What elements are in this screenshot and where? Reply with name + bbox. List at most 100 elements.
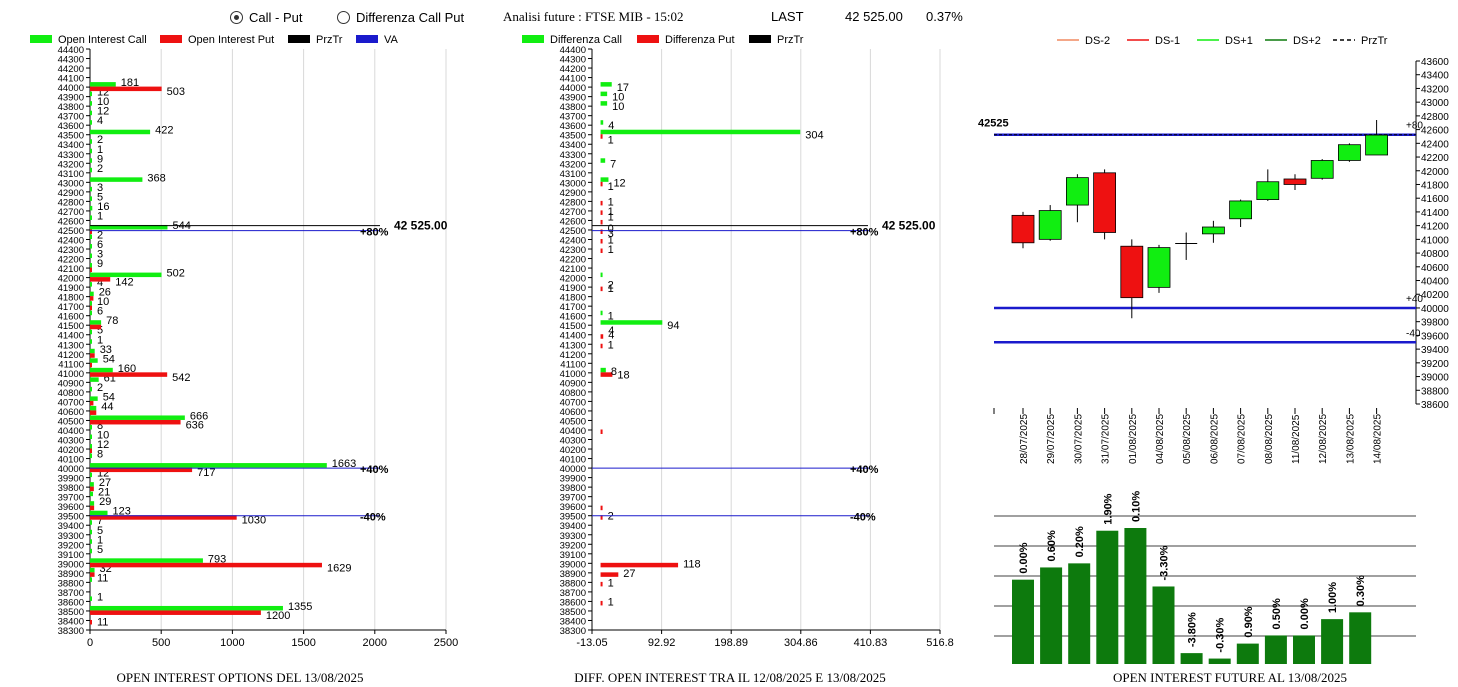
call-bar-label: 10 [97, 96, 109, 108]
y-tick-label: 42800 [560, 197, 586, 208]
radio-selected-icon[interactable] [230, 11, 243, 24]
x-tick-label: 1500 [291, 637, 315, 649]
y-tick-label: 43800 [560, 102, 586, 113]
put-bar-label: 11 [97, 616, 108, 628]
diff-bar-label: 1 [608, 577, 614, 589]
y-tick-label: 39000 [58, 559, 84, 570]
y-tick-label: 39500 [58, 512, 84, 523]
x-tick-label: 01/08/2025 [1128, 414, 1139, 464]
legend-label: DS+1 [1225, 35, 1253, 47]
legend-label: DS+2 [1293, 35, 1321, 47]
put-bar-label: 503 [167, 86, 185, 98]
x-tick-label: 28/07/2025 [1019, 414, 1030, 464]
va-label: +80% [850, 227, 879, 239]
call-bar [600, 129, 801, 135]
oi-future-bar-label: 0.60% [1046, 530, 1058, 561]
oi-future-bar-label: 0.30% [1355, 575, 1367, 606]
x-tick-label: 13/08/2025 [1345, 414, 1356, 464]
y-tick-label: 43200 [560, 159, 586, 170]
call-bar-label: 44 [101, 401, 113, 413]
y-tick-label: 40800 [58, 388, 84, 399]
price-label: 42 525.00 [882, 219, 936, 233]
y-tick-label: 42200 [58, 255, 84, 266]
va-label: -40% [850, 512, 876, 524]
y-tick-label: 44100 [58, 74, 84, 85]
oi-future-panel: 0.00% 0.60% 0.20% 1.90% 0.10% -3.30% -3.80% -0.… [994, 491, 1416, 664]
oi-future-bar-label: 1.00% [1327, 582, 1339, 613]
call-bar [600, 101, 608, 106]
y-tick-label: 40400 [560, 426, 586, 437]
call-bar [90, 253, 92, 259]
radio-call-put[interactable]: Call - Put [230, 10, 302, 25]
call-bar [90, 120, 92, 125]
oi-future-bar [1264, 635, 1287, 664]
x-tick-label: 14/08/2025 [1373, 414, 1384, 464]
call-bar [90, 434, 92, 440]
call-bar [90, 605, 283, 611]
y-tick-label: 43100 [58, 169, 84, 180]
y-tick-label: 40200 [58, 445, 84, 456]
y-tick-label: 42300 [58, 245, 84, 256]
y-tick-label: 42700 [58, 207, 84, 218]
legend-label: DS-2 [1085, 35, 1110, 47]
candle-body [1093, 172, 1116, 233]
put-bar [90, 610, 261, 615]
y-tick-label: 42600 [58, 216, 84, 227]
call-bar-label: 26 [99, 287, 111, 299]
call-bar-label: 78 [106, 315, 118, 327]
level-label: -40 [1406, 328, 1421, 339]
y-tick-label: 41500 [58, 321, 84, 332]
y-tick-label: 43300 [560, 150, 586, 161]
oi-future-bar [1096, 530, 1119, 664]
y-tick-label: 39800 [560, 483, 586, 494]
y-tick-label: 42000 [58, 274, 84, 285]
put-bar [90, 229, 92, 234]
y-tick-label: 43500 [58, 131, 84, 142]
y-tick-label: 42300 [560, 245, 586, 256]
radio-unselected-icon[interactable] [337, 11, 350, 24]
call-bar [90, 510, 108, 516]
diff-bar-label: 7 [610, 158, 616, 170]
y-tick-label: 43600 [1421, 57, 1449, 68]
call-bar [90, 205, 93, 211]
y-tick-label: 39400 [560, 521, 586, 532]
call-bar [90, 186, 92, 192]
put-bar [600, 286, 603, 292]
y-tick-label: 41000 [1421, 235, 1449, 246]
x-tick-label: 198.89 [714, 637, 748, 649]
call-bar-label: 3 [97, 249, 103, 261]
y-tick-label: 43400 [560, 140, 586, 151]
call-bar [600, 82, 612, 87]
y-tick-label: 42800 [58, 197, 84, 208]
y-tick-label: 41100 [560, 359, 586, 370]
diff-bar-label: 4 [608, 330, 614, 342]
legend-label: VA [384, 34, 399, 46]
put-bar [600, 581, 603, 587]
put-bar [90, 400, 94, 406]
diff-bar-label: 1 [608, 596, 614, 608]
legend-label: Differenza Call [550, 34, 622, 46]
y-tick-label: 43000 [560, 178, 586, 189]
put-bar-label: 542 [172, 372, 190, 384]
put-bar [600, 200, 603, 206]
y-tick-label: 44200 [560, 64, 586, 75]
put-bar [90, 305, 92, 311]
y-tick-label: 38300 [560, 626, 586, 637]
call-bar-label: 793 [208, 553, 226, 565]
diff-bar-label: 10 [612, 92, 624, 104]
y-tick-label: 42000 [560, 274, 586, 285]
diff-bar-label: 118 [683, 558, 701, 570]
y-tick-label: 38400 [560, 616, 586, 627]
call-bar-label: 368 [147, 172, 165, 184]
legend-label: Differenza Put [665, 34, 735, 46]
radio-differenza[interactable]: Differenza Call Put [337, 10, 464, 25]
y-tick-label: 43200 [58, 159, 84, 170]
call-bar-label: 666 [190, 410, 208, 422]
put-bar [600, 372, 613, 377]
call-bar [600, 367, 606, 373]
call-bar-label: 5 [97, 191, 103, 203]
put-bar-label: 1200 [266, 610, 290, 622]
y-tick-label: 39100 [560, 550, 586, 561]
y-tick-label: 40200 [1421, 290, 1449, 301]
call-bar [600, 272, 603, 278]
